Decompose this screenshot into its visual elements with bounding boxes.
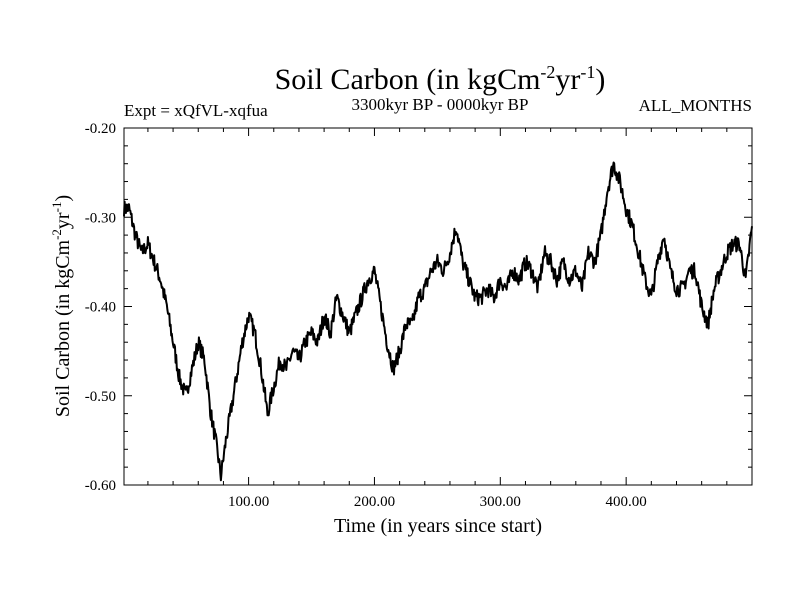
chart-title: Soil Carbon (in kgCm-2yr-1) [275,62,606,96]
y-axis-label-mid: yr [52,212,74,229]
subtitle-experiment: Expt = xQfVL-xqfua [124,101,268,120]
y-axis-label: Soil Carbon (in kgCm-2yr-1) [49,195,74,417]
y-tick-label: -0.30 [85,210,116,226]
x-tick-label: 400.00 [606,494,647,510]
x-tick-label: 200.00 [354,494,395,510]
y-axis-label-sup1: -2 [49,229,64,240]
x-tick-label: 300.00 [480,494,521,510]
soil-carbon-series-line [123,161,753,482]
y-tick-labels: -0.60 -0.50 -0.40 -0.30 -0.20 [85,121,116,494]
chart-title-end: ) [595,63,605,96]
chart-title-main: Soil Carbon (in kgCm [275,63,541,96]
chart-title-sup1: -2 [540,62,555,82]
chart-title-mid: yr [555,63,580,96]
x-axis-label: Time (in years since start) [334,515,542,537]
plot-frame [123,127,753,486]
x-tick-labels: 100.00 200.00 300.00 400.00 [228,494,647,510]
y-tick-label: -0.60 [85,478,116,494]
subtitle-period: 3300kyr BP - 0000kyr BP [352,95,529,114]
y-tick-label: -0.50 [85,389,116,405]
axis-ticks [124,127,752,486]
y-tick-label: -0.20 [85,121,116,137]
y-axis-label-main: Soil Carbon (in kgCm [52,239,74,417]
x-tick-label: 100.00 [228,494,269,510]
chart-title-sup2: -1 [580,62,595,82]
y-axis-label-sup2: -1 [49,202,64,213]
y-tick-label: -0.40 [85,300,116,316]
subtitle-months: ALL_MONTHS [639,96,752,115]
y-axis-label-end: ) [52,195,74,202]
